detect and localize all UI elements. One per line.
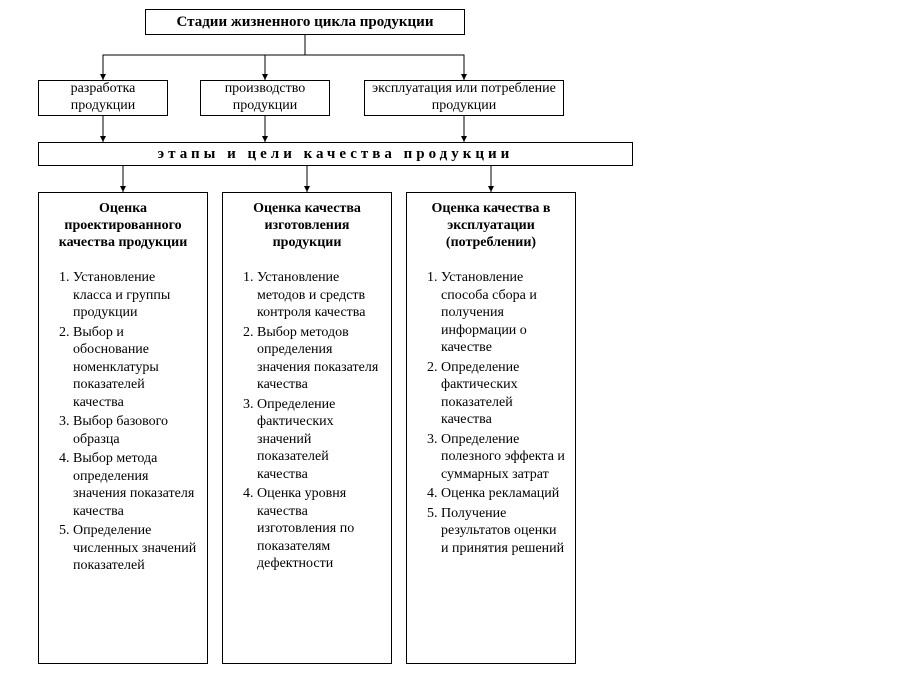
list-item: Выбор базового образца [73,413,197,448]
column-list: Установление класса и группы продукции В… [49,269,197,575]
band-text: этапы и цели качества продукции [158,146,514,163]
list-item: Выбор метода определения значения показа… [73,450,197,520]
list-item: Установление методов и средств контроля … [257,269,381,322]
stage-text: эксплуатация или потребление продукции [371,81,557,115]
title-text: Стадии жизненного цикла продукции [177,13,434,31]
column-list: Установление методов и средств контроля … [233,269,381,573]
list-item: Установление способа сбора и получения и… [441,269,565,357]
column-heading: Оценка качества в эксплуатации (потребле… [417,201,565,251]
column-heading: Оценка качества изготовления продукции [233,201,381,251]
column-2: Оценка качества в эксплуатации (потребле… [406,192,576,664]
list-item: Определение фактических показателей каче… [441,359,565,429]
list-item: Определение полезного эффекта и суммарны… [441,431,565,484]
list-item: Оценка уровня качества изготовления по п… [257,485,381,573]
list-item: Установление класса и группы продукции [73,269,197,322]
stage-box-2: эксплуатация или потребление продукции [364,80,564,116]
list-item: Получение результатов оценки и принятия … [441,505,565,558]
column-0: Оценка проектированного качества продукц… [38,192,208,664]
list-item: Оценка рекламаций [441,485,565,503]
list-item: Определение численных значений показател… [73,522,197,575]
stage-box-0: разработка продукции [38,80,168,116]
list-item: Выбор методов определения значения показ… [257,324,381,394]
band-box: этапы и цели качества продукции [38,142,633,166]
title-box: Стадии жизненного цикла продукции [145,9,465,35]
column-list: Установление способа сбора и получения и… [417,269,565,557]
list-item: Выбор и обоснование номенклатуры показат… [73,324,197,412]
stage-text: производство продукции [207,81,323,115]
stage-text: разработка продукции [45,81,161,115]
column-1: Оценка качества изготовления продукции У… [222,192,392,664]
column-heading: Оценка проектированного качества продукц… [49,201,197,251]
list-item: Определение фактических значений показат… [257,396,381,484]
stage-box-1: производство продукции [200,80,330,116]
